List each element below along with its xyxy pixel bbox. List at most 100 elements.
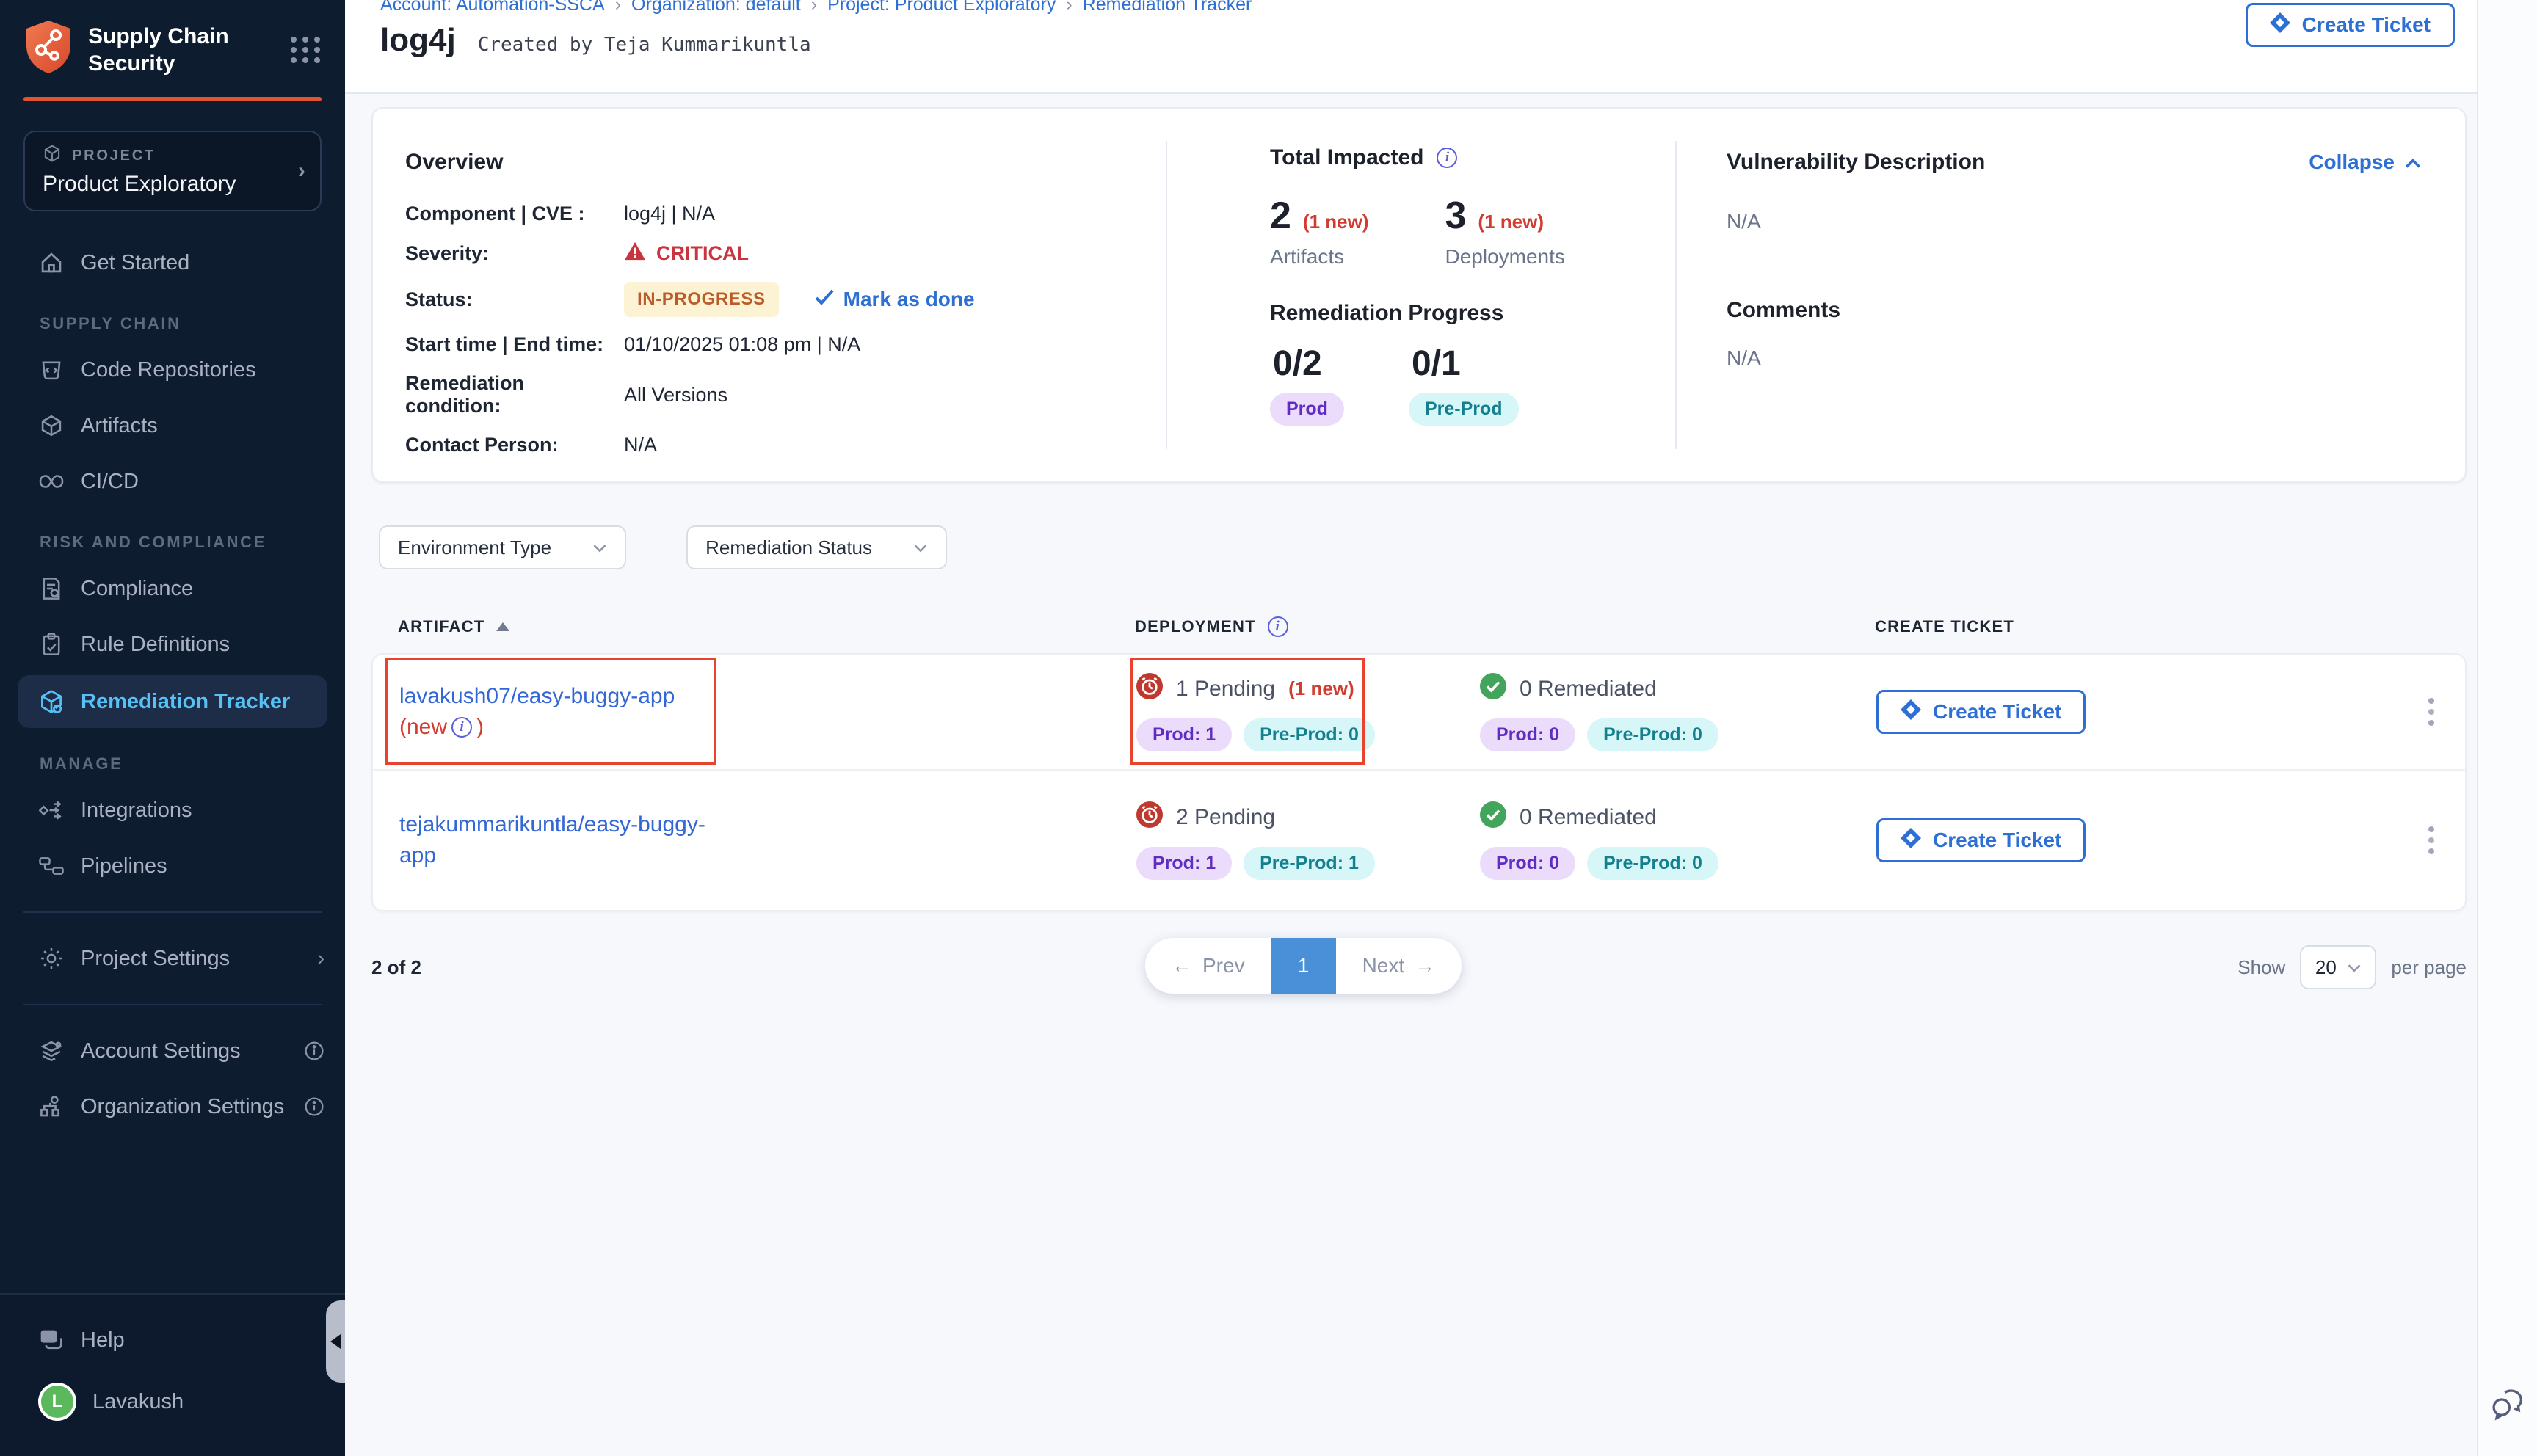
sidebar-collapse-handle[interactable]	[326, 1300, 345, 1383]
remediation-table: lavakush07/easy-buggy-app (new i )	[371, 653, 2467, 911]
impacted-artifacts-stat: 2 (1 new) Artifacts	[1270, 194, 1369, 269]
section-label-supply-chain: SUPPLY CHAIN	[40, 314, 181, 332]
pagination-summary: 2 of 2	[371, 956, 421, 978]
component-cve-label: Component | CVE :	[405, 203, 585, 225]
time-value: 01/10/2025 01:08 pm | N/A	[624, 333, 861, 355]
home-icon	[38, 250, 65, 275]
artifact-cell: lavakush07/easy-buggy-app (new i )	[399, 681, 714, 743]
column-header-artifact[interactable]: ARTIFACT	[398, 617, 1135, 636]
page-title: log4j	[380, 22, 456, 58]
breadcrumb-organization[interactable]: Organization: default	[631, 0, 801, 15]
per-page-label: per page	[2391, 956, 2467, 978]
artifacts-stat-label: Artifacts	[1270, 245, 1345, 268]
sidebar-item-help[interactable]: ? Help	[0, 1312, 345, 1368]
clipboard-check-icon	[38, 632, 65, 657]
breadcrumb-project[interactable]: Project: Product Exploratory	[827, 0, 1056, 15]
project-name: Product Exploratory	[43, 172, 236, 196]
pagination-pill: ← Prev 1 Next →	[1145, 938, 1462, 994]
jira-diamond-icon	[1901, 699, 1921, 725]
card-divider	[1166, 141, 1167, 449]
sidebar-item-artifacts[interactable]: Artifacts	[0, 398, 345, 454]
brand: Supply Chain Security	[0, 0, 345, 81]
sidebar-divider	[23, 911, 322, 913]
chevron-right-icon: ›	[317, 947, 324, 970]
remediation-status-filter[interactable]: Remediation Status	[686, 525, 947, 569]
preprod-count-badge: Pre-Prod: 0	[1244, 718, 1375, 751]
create-ticket-button-header[interactable]: Create Ticket	[2245, 3, 2455, 47]
shield-logo-icon	[23, 19, 73, 81]
sidebar-item-integrations[interactable]: Integrations	[0, 782, 345, 838]
pagination: 2 of 2 ← Prev 1 Next → Show 20	[371, 938, 2467, 997]
next-page-button[interactable]: Next →	[1336, 938, 1462, 994]
info-icon[interactable]	[304, 1096, 324, 1117]
pending-cell: 1 Pending (1 new) Prod: 1 Pre-Prod: 0	[1136, 672, 1480, 751]
sidebar-divider	[23, 1004, 322, 1005]
section-label-risk-compliance: RISK AND COMPLIANCE	[40, 533, 266, 551]
comments-value: N/A	[1727, 346, 1761, 369]
breadcrumb-account[interactable]: Account: Automation-SSCA	[380, 0, 605, 15]
sidebar-item-account-settings[interactable]: Account Settings	[0, 1023, 345, 1079]
sidebar-item-user[interactable]: L Lavakush	[0, 1368, 345, 1435]
overview-section: Overview Component | CVE : log4j | N/A S…	[373, 109, 1166, 481]
sidebar-item-compliance[interactable]: Compliance	[0, 561, 345, 616]
info-icon[interactable]: i	[1437, 148, 1458, 168]
artifact-new-flag: (new i )	[399, 715, 484, 739]
prod-count-badge: Prod: 0	[1480, 846, 1576, 880]
show-label: Show	[2237, 956, 2286, 978]
preprod-count-badge: Pre-Prod: 0	[1587, 846, 1718, 880]
page-subtitle: Created by Teja Kummarikuntla	[477, 34, 811, 56]
sidebar-item-cicd[interactable]: CI/CD	[0, 454, 345, 509]
column-header-create-ticket: CREATE TICKET	[1875, 617, 2014, 636]
artifact-link[interactable]: tejakummarikuntla/easy-buggy-app	[399, 812, 705, 867]
help-chat-icon: ?	[38, 1328, 65, 1353]
artifact-cell: tejakummarikuntla/easy-buggy-app	[399, 809, 714, 871]
sidebar-item-remediation-tracker[interactable]: Remediation Tracker	[18, 675, 327, 728]
preprod-count-badge: Pre-Prod: 0	[1587, 718, 1718, 751]
jira-diamond-icon	[2269, 12, 2290, 38]
sidebar-nav: Get Started SUPPLY CHAIN Code Repositori…	[0, 235, 345, 1135]
create-ticket-cell: Create Ticket	[1876, 818, 2398, 862]
create-ticket-button-row[interactable]: Create Ticket	[1876, 818, 2086, 862]
page-size-control: Show 20 per page	[2237, 945, 2467, 989]
vulnerability-description-value: N/A	[1727, 210, 1761, 233]
breadcrumb-separator: ›	[1066, 0, 1072, 15]
sidebar-item-code-repositories[interactable]: Code Repositories	[0, 342, 345, 398]
sidebar-item-project-settings[interactable]: Project Settings ›	[0, 931, 345, 986]
prod-progress-stat: 0/2 Prod	[1270, 343, 1344, 426]
remediated-check-icon	[1480, 801, 1506, 834]
support-chat-icon[interactable]	[2490, 1388, 2525, 1427]
sidebar-item-pipelines[interactable]: Pipelines	[0, 838, 345, 894]
time-label: Start time | End time:	[405, 333, 604, 355]
create-ticket-button-row[interactable]: Create Ticket	[1876, 690, 2086, 734]
overview-title: Overview	[405, 150, 504, 174]
info-icon[interactable]: i	[451, 717, 473, 738]
package-icon	[38, 413, 65, 438]
info-icon[interactable]	[304, 1041, 324, 1061]
environment-type-filter[interactable]: Environment Type	[379, 525, 627, 569]
pending-new-count: (1 new)	[1288, 677, 1354, 699]
sidebar-item-rule-definitions[interactable]: Rule Definitions	[0, 616, 345, 672]
brand-title: Supply Chain Security	[88, 23, 229, 76]
condition-value: All Versions	[624, 383, 728, 406]
collapse-link[interactable]: Collapse	[2309, 150, 2421, 174]
row-menu-kebab-icon[interactable]	[2398, 689, 2465, 735]
sidebar-item-get-started[interactable]: Get Started	[0, 235, 345, 291]
project-selector[interactable]: PROJECT Product Exploratory ›	[23, 131, 322, 211]
row-menu-kebab-icon[interactable]	[2398, 818, 2465, 863]
svg-text:?: ?	[46, 1331, 52, 1343]
chevron-up-icon	[2405, 150, 2421, 174]
prev-page-button[interactable]: ← Prev	[1145, 938, 1271, 994]
artifact-link[interactable]: lavakush07/easy-buggy-app	[399, 684, 675, 708]
deployments-stat-label: Deployments	[1445, 245, 1565, 268]
breadcrumb-page[interactable]: Remediation Tracker	[1082, 0, 1252, 15]
info-icon[interactable]: i	[1267, 616, 1288, 637]
page-number-1[interactable]: 1	[1271, 938, 1336, 994]
page-size-select[interactable]: 20	[2300, 945, 2377, 989]
app-grid-icon[interactable]	[291, 37, 322, 63]
mark-as-done-link[interactable]: Mark as done	[814, 288, 975, 311]
deployments-count: 3	[1445, 194, 1467, 237]
description-section: Vulnerability Description Collapse N/A C…	[1677, 109, 2465, 481]
condition-label: Remediation condition:	[405, 372, 525, 417]
sidebar-item-organization-settings[interactable]: Organization Settings	[0, 1079, 345, 1135]
arrow-right-icon: →	[1415, 954, 1436, 977]
